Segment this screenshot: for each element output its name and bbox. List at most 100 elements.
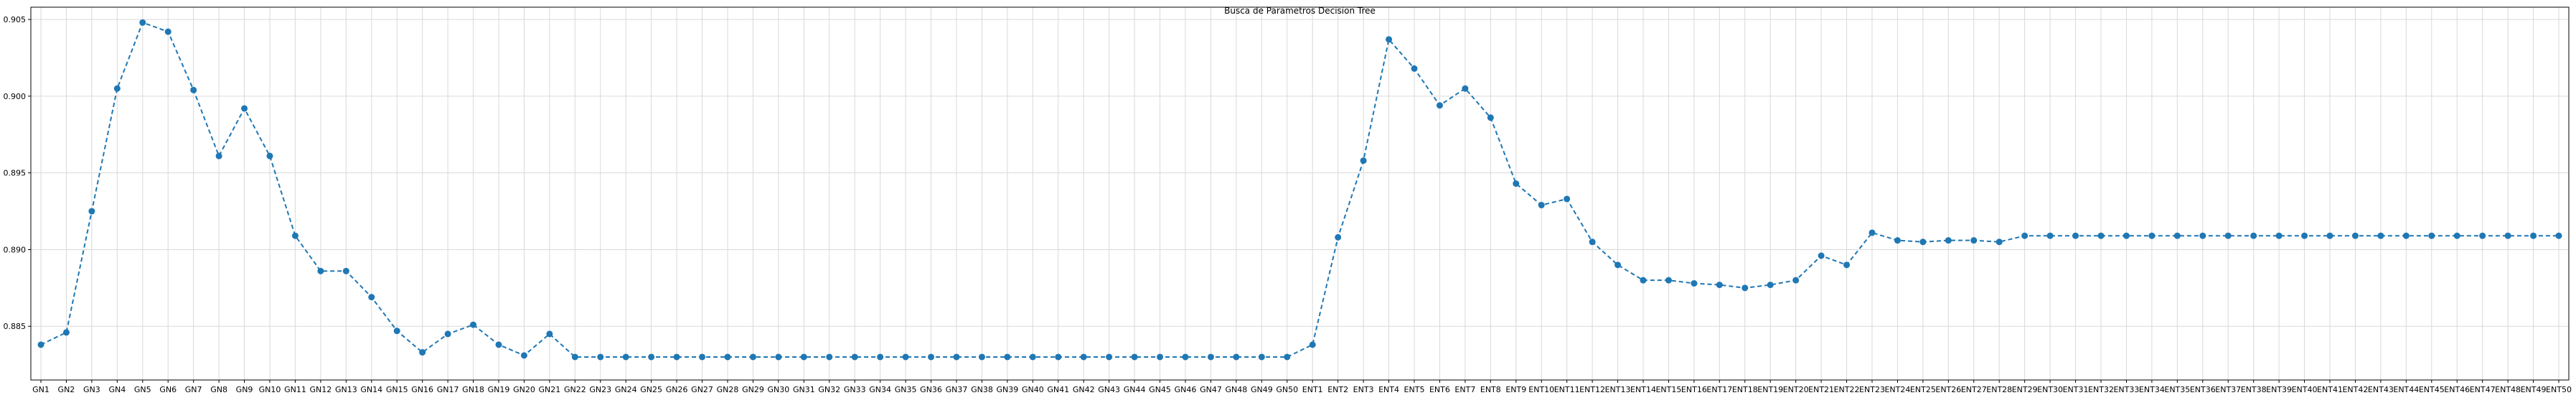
x-tick-label: ENT44	[2393, 385, 2419, 394]
x-tick-label: ENT19	[1757, 385, 1783, 394]
data-point	[1004, 353, 1011, 361]
data-point	[139, 19, 146, 26]
data-point	[1767, 282, 1774, 289]
data-point	[520, 352, 527, 359]
x-tick-label: GN31	[793, 385, 815, 394]
data-point	[1080, 353, 1087, 361]
x-tick-label: GN2	[58, 385, 75, 394]
x-tick-label: GN41	[1047, 385, 1069, 394]
x-tick-label: GN35	[895, 385, 917, 394]
y-tick-label: 0.890	[4, 245, 27, 254]
data-point	[2199, 232, 2206, 239]
data-point	[724, 353, 731, 361]
x-tick-label: ENT36	[2190, 385, 2216, 394]
x-tick-label: ENT42	[2342, 385, 2368, 394]
y-tick-label: 0.905	[4, 15, 27, 24]
data-point	[928, 353, 935, 361]
data-point	[597, 353, 604, 361]
x-tick-label: ENT26	[1935, 385, 1961, 394]
data-point	[775, 353, 782, 361]
x-tick-label: ENT27	[1961, 385, 1987, 394]
x-tick-label: ENT22	[1834, 385, 1860, 394]
x-tick-label: ENT6	[1429, 385, 1450, 394]
data-point	[1284, 353, 1291, 361]
x-tick-label: GN42	[1073, 385, 1095, 394]
data-point	[571, 353, 578, 361]
data-point	[1411, 65, 1418, 72]
data-point	[444, 330, 451, 338]
data-point	[2351, 232, 2359, 239]
data-point	[1741, 284, 1749, 292]
x-tick-label: ENT16	[1681, 385, 1707, 394]
x-tick-label: ENT11	[1554, 385, 1580, 394]
x-tick-label: GN32	[818, 385, 840, 394]
x-tick-label: GN27	[691, 385, 713, 394]
x-tick-label: ENT35	[2164, 385, 2190, 394]
data-point	[851, 353, 858, 361]
x-tick-label: ENT37	[2215, 385, 2241, 394]
data-point	[2377, 232, 2384, 239]
x-tick-label: ENT41	[2317, 385, 2343, 394]
x-tick-label: ENT25	[1910, 385, 1936, 394]
plot-frame	[30, 6, 2570, 381]
x-tick-label: GN4	[108, 385, 126, 394]
x-tick-label: ENT46	[2444, 385, 2470, 394]
x-tick-label: GN39	[997, 385, 1019, 394]
data-point	[2021, 232, 2029, 239]
x-tick-label: GN26	[666, 385, 688, 394]
x-tick-label: ENT5	[1404, 385, 1425, 394]
data-point	[241, 105, 248, 112]
data-point	[1894, 237, 1901, 244]
x-tick-label: ENT40	[2292, 385, 2318, 394]
data-point	[953, 353, 960, 361]
data-point	[978, 353, 985, 361]
data-point	[1564, 195, 1571, 203]
x-tick-label: GN3	[83, 385, 100, 394]
data-point	[2504, 232, 2511, 239]
x-tick-label: GN36	[920, 385, 942, 394]
series-layer	[37, 19, 2562, 361]
x-tick-label: ENT1	[1302, 385, 1323, 394]
data-point	[88, 208, 95, 215]
x-tick-label: ENT7	[1454, 385, 1475, 394]
x-tick-label: GN34	[869, 385, 891, 394]
x-tick-label: GN17	[437, 385, 459, 394]
data-point	[2453, 232, 2460, 239]
x-tick-label: ENT2	[1327, 385, 1348, 394]
x-tick-label: GN28	[717, 385, 739, 394]
data-point	[1691, 279, 1698, 287]
data-point	[1258, 353, 1265, 361]
x-tick-label: ENT8	[1480, 385, 1501, 394]
x-tick-label: GN40	[1022, 385, 1044, 394]
x-tick-label: ENT4	[1378, 385, 1399, 394]
x-tick-label: ENT28	[1986, 385, 2012, 394]
x-tick-label: GN43	[1098, 385, 1120, 394]
x-tick-label: ENT39	[2266, 385, 2292, 394]
x-tick-label: GN10	[259, 385, 281, 394]
x-tick-label: ENT45	[2419, 385, 2445, 394]
x-tick-label: GN6	[159, 385, 177, 394]
data-point	[190, 86, 197, 93]
y-tick-label: 0.895	[4, 169, 27, 178]
data-point	[37, 341, 44, 348]
x-tick-label: GN18	[462, 385, 484, 394]
x-tick-label: ENT20	[1783, 385, 1809, 394]
x-tick-label: GN33	[844, 385, 866, 394]
data-point	[1716, 282, 1723, 289]
data-point	[2275, 232, 2283, 239]
x-tick-label: GN11	[284, 385, 306, 394]
x-tick-label: GN19	[488, 385, 510, 394]
data-point	[1233, 353, 1240, 361]
data-point	[1945, 237, 1952, 244]
x-tick-label: GN45	[1149, 385, 1171, 394]
x-tick-label: GN37	[946, 385, 968, 394]
x-tick-label: GN5	[134, 385, 151, 394]
data-point	[1182, 353, 1189, 361]
x-tick-label: ENT33	[2113, 385, 2139, 394]
data-point	[2046, 232, 2054, 239]
data-point	[1131, 353, 1138, 361]
x-tick-label: GN1	[32, 385, 50, 394]
data-point	[2555, 232, 2562, 239]
x-tick-label: GN16	[411, 385, 433, 394]
